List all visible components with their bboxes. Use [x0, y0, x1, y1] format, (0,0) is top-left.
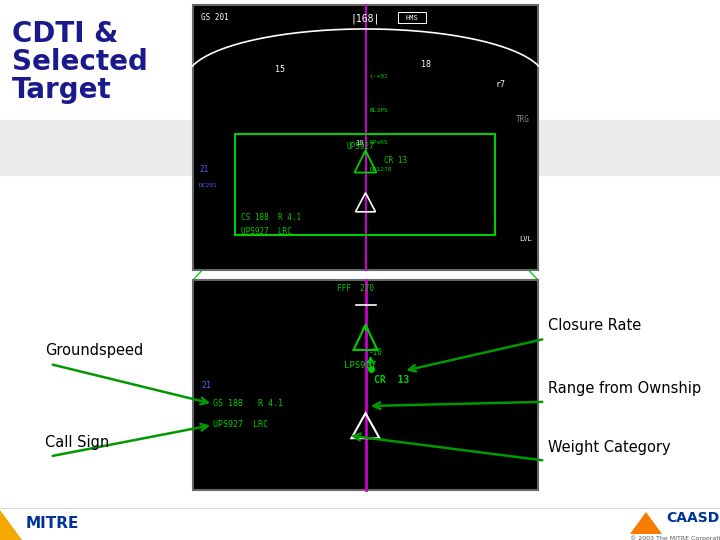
Text: BL3PS: BL3PS — [369, 109, 388, 113]
Text: CR 13: CR 13 — [384, 157, 407, 165]
Polygon shape — [0, 510, 22, 540]
Bar — [235, 134, 495, 235]
Text: Range from Ownship: Range from Ownship — [548, 381, 701, 396]
Bar — [0, 120, 720, 175]
Text: -10: -10 — [369, 348, 382, 357]
Text: Call Sign: Call Sign — [45, 435, 109, 450]
Text: Selected: Selected — [12, 48, 148, 76]
Text: RR1278: RR1278 — [369, 167, 392, 172]
Text: GS 201: GS 201 — [201, 13, 229, 22]
Text: CR  13: CR 13 — [374, 375, 409, 385]
Text: 15: 15 — [276, 65, 286, 74]
Bar — [397, 12, 426, 23]
Text: 6: 6 — [6, 514, 13, 524]
Text: UPS927  LRC: UPS927 LRC — [241, 227, 292, 236]
Text: DC201: DC201 — [199, 183, 217, 188]
Text: GS 188   R 4.1: GS 188 R 4.1 — [213, 400, 283, 408]
Text: Target: Target — [12, 76, 112, 104]
Text: |168|: |168| — [351, 13, 380, 24]
Text: FFF  270: FFF 270 — [337, 284, 374, 293]
Text: r7: r7 — [495, 80, 505, 89]
Text: Groundspeed: Groundspeed — [45, 343, 143, 358]
Text: MITRE: MITRE — [26, 516, 79, 531]
Text: UPS927: UPS927 — [346, 143, 374, 151]
Text: LPS927: LPS927 — [344, 361, 377, 370]
Text: (-+01: (-+01 — [369, 74, 388, 79]
Text: 18: 18 — [420, 60, 431, 69]
Text: TRG: TRG — [516, 115, 530, 124]
Text: SPvRS: SPvRS — [369, 140, 388, 145]
Text: LVL: LVL — [519, 236, 532, 242]
Text: HMS: HMS — [405, 15, 418, 21]
Bar — [193, 280, 538, 490]
Text: CS 188  R 4.1: CS 188 R 4.1 — [241, 213, 301, 222]
Text: Weight Category: Weight Category — [548, 440, 670, 455]
Text: Closure Rate: Closure Rate — [548, 318, 642, 333]
Polygon shape — [630, 512, 662, 534]
Text: 21: 21 — [201, 381, 211, 389]
Bar — [193, 5, 538, 270]
Text: CAASD: CAASD — [666, 511, 719, 525]
Text: 10: 10 — [355, 140, 364, 146]
Text: UPS927  LRC: UPS927 LRC — [213, 421, 268, 429]
Text: 21: 21 — [199, 165, 208, 174]
Text: © 2003 The MITRE Corporation. All Rights Reserved.: © 2003 The MITRE Corporation. All Rights… — [630, 535, 720, 540]
Text: CDTI &: CDTI & — [12, 20, 118, 48]
